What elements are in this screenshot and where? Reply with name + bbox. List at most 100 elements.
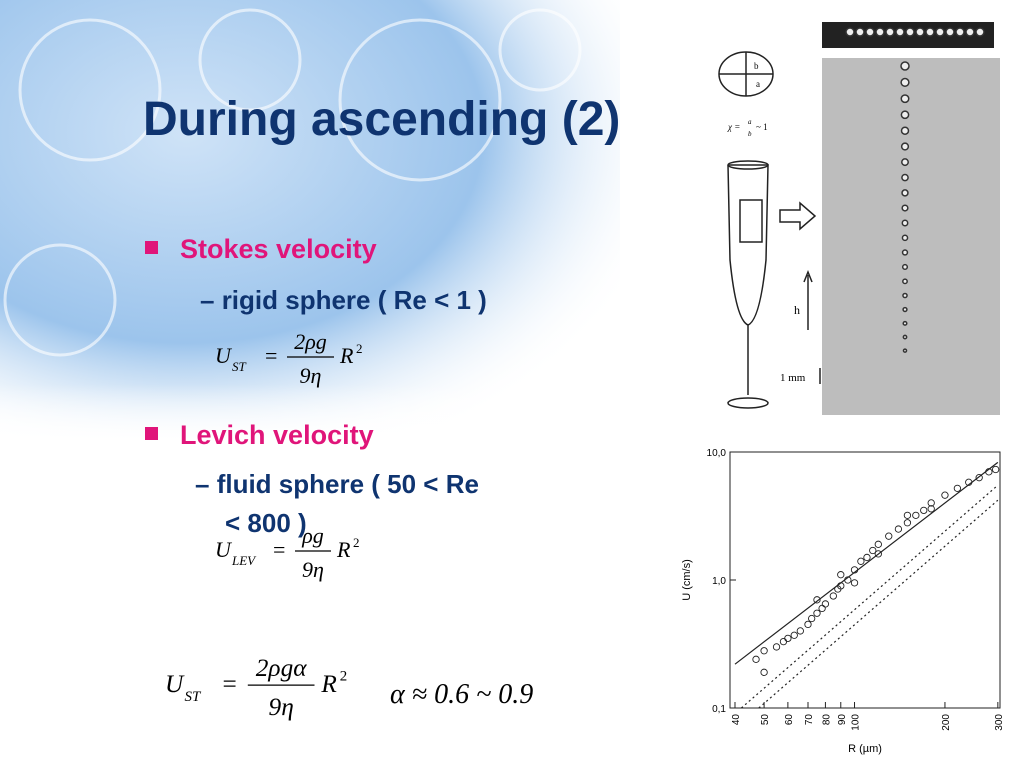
formula-den: 9η: [269, 693, 294, 721]
data-point: [808, 614, 816, 623]
formula-eq: =: [265, 343, 277, 368]
ellipse-label: a: [756, 79, 760, 89]
bubble: [945, 27, 955, 37]
bubble: [895, 27, 905, 37]
formula-num: 2ρg: [294, 329, 327, 354]
data-point: [874, 540, 882, 548]
bubble: [855, 27, 865, 37]
bubble: [900, 110, 910, 120]
x-tick-label: 40: [731, 714, 742, 726]
formula-var: U: [215, 343, 233, 368]
formula-var: R: [336, 537, 351, 562]
data-point: [965, 478, 973, 486]
y-tick-label: 10,0: [707, 448, 727, 459]
formula-sup: 2: [356, 341, 363, 356]
formula-sub: ST: [185, 689, 202, 705]
data-point: [912, 511, 920, 519]
bubble: [900, 61, 910, 71]
chi-den: b: [748, 130, 752, 138]
data-point: [874, 550, 882, 558]
data-point: [953, 484, 962, 493]
formula-den: 9η: [302, 557, 324, 582]
bubble: [975, 27, 985, 37]
data-point: [894, 525, 903, 533]
data-point: [992, 465, 1000, 474]
bubble: [935, 27, 945, 37]
data-point: [804, 620, 812, 629]
formula-sup: 2: [353, 535, 360, 550]
data-point: [844, 576, 852, 584]
x-tick-label: 60: [784, 714, 795, 726]
y-axis-label: U (cm/s): [681, 559, 693, 601]
sub-bullet: – fluid sphere ( 50 < Re: [195, 469, 479, 499]
data-point: [813, 596, 821, 604]
data-point: [821, 600, 830, 608]
approx: α ≈ 0.6 ~ 0.9: [390, 679, 533, 710]
formula-sup: 2: [340, 669, 347, 685]
data-point: [850, 579, 859, 587]
fade: [0, 300, 620, 440]
bubble: [865, 27, 875, 37]
bubble: [925, 27, 935, 37]
x-axis-label: R (µm): [848, 743, 882, 755]
bubble: [901, 158, 909, 167]
bubble: [900, 142, 910, 151]
data-point: [985, 468, 993, 476]
y-tick-label: 0,1: [712, 704, 726, 715]
slide-title: During ascending (2): [143, 93, 620, 146]
data-point: [837, 582, 845, 590]
sub-bullet-text: fluid sphere ( 50 < Re: [217, 469, 479, 499]
bullet: Levich velocity: [180, 420, 374, 450]
bullet-marker: [145, 427, 158, 440]
x-tick-label: 50: [760, 714, 771, 726]
data-point: [790, 631, 798, 639]
formula-eq: =: [273, 537, 285, 562]
bubble: [902, 292, 908, 299]
plot: 40 50 60 70 80 90 100 200 300 0,1 1,0 10,0 R (µm) U (…: [681, 448, 1005, 755]
data-point: [837, 571, 845, 579]
bubble: [901, 173, 909, 182]
bubble: [902, 348, 908, 353]
bullet-marker: [145, 241, 158, 254]
bubble: [900, 94, 910, 104]
bubble: [902, 278, 908, 285]
data-point: [813, 609, 821, 617]
sub-bullet-text: rigid sphere ( Re < 1 ): [222, 285, 487, 315]
bubble: [845, 27, 855, 37]
formula-num: ρg: [301, 523, 324, 548]
data-point: [927, 505, 935, 513]
data-point: [863, 553, 871, 562]
formula-sub: LEV: [231, 553, 257, 568]
bubble: [965, 27, 975, 37]
chi-label: χ =: [727, 122, 740, 132]
bubble-photo: [822, 58, 1000, 415]
data-point: [903, 519, 912, 527]
bubble: [900, 126, 910, 135]
data-point: [975, 474, 983, 482]
formula-eq: =: [223, 670, 237, 698]
data-point: [850, 566, 859, 574]
bubble: [901, 263, 909, 271]
sub-bullet: – rigid sphere ( Re < 1 ): [200, 285, 487, 315]
formula-den: 9η: [300, 363, 322, 388]
x-tick-label: 70: [804, 714, 815, 726]
sub-bullet: < 800 ): [225, 508, 307, 538]
data-point: [903, 511, 912, 519]
bubble: [955, 27, 965, 37]
x-tick-label: 200: [941, 714, 952, 731]
x-tick-label: 80: [821, 714, 832, 726]
data-point: [760, 668, 768, 676]
bubble: [901, 219, 909, 227]
data-point: [796, 627, 804, 635]
data-point: [927, 499, 935, 507]
glass-figure: [718, 51, 821, 409]
formula-var: R: [339, 343, 354, 368]
bubble: [885, 27, 895, 37]
bubble: [905, 27, 915, 37]
chi-rest: ~ 1: [756, 122, 768, 132]
data-point: [760, 647, 768, 655]
bubble: [915, 27, 925, 37]
data-point: [869, 546, 877, 555]
